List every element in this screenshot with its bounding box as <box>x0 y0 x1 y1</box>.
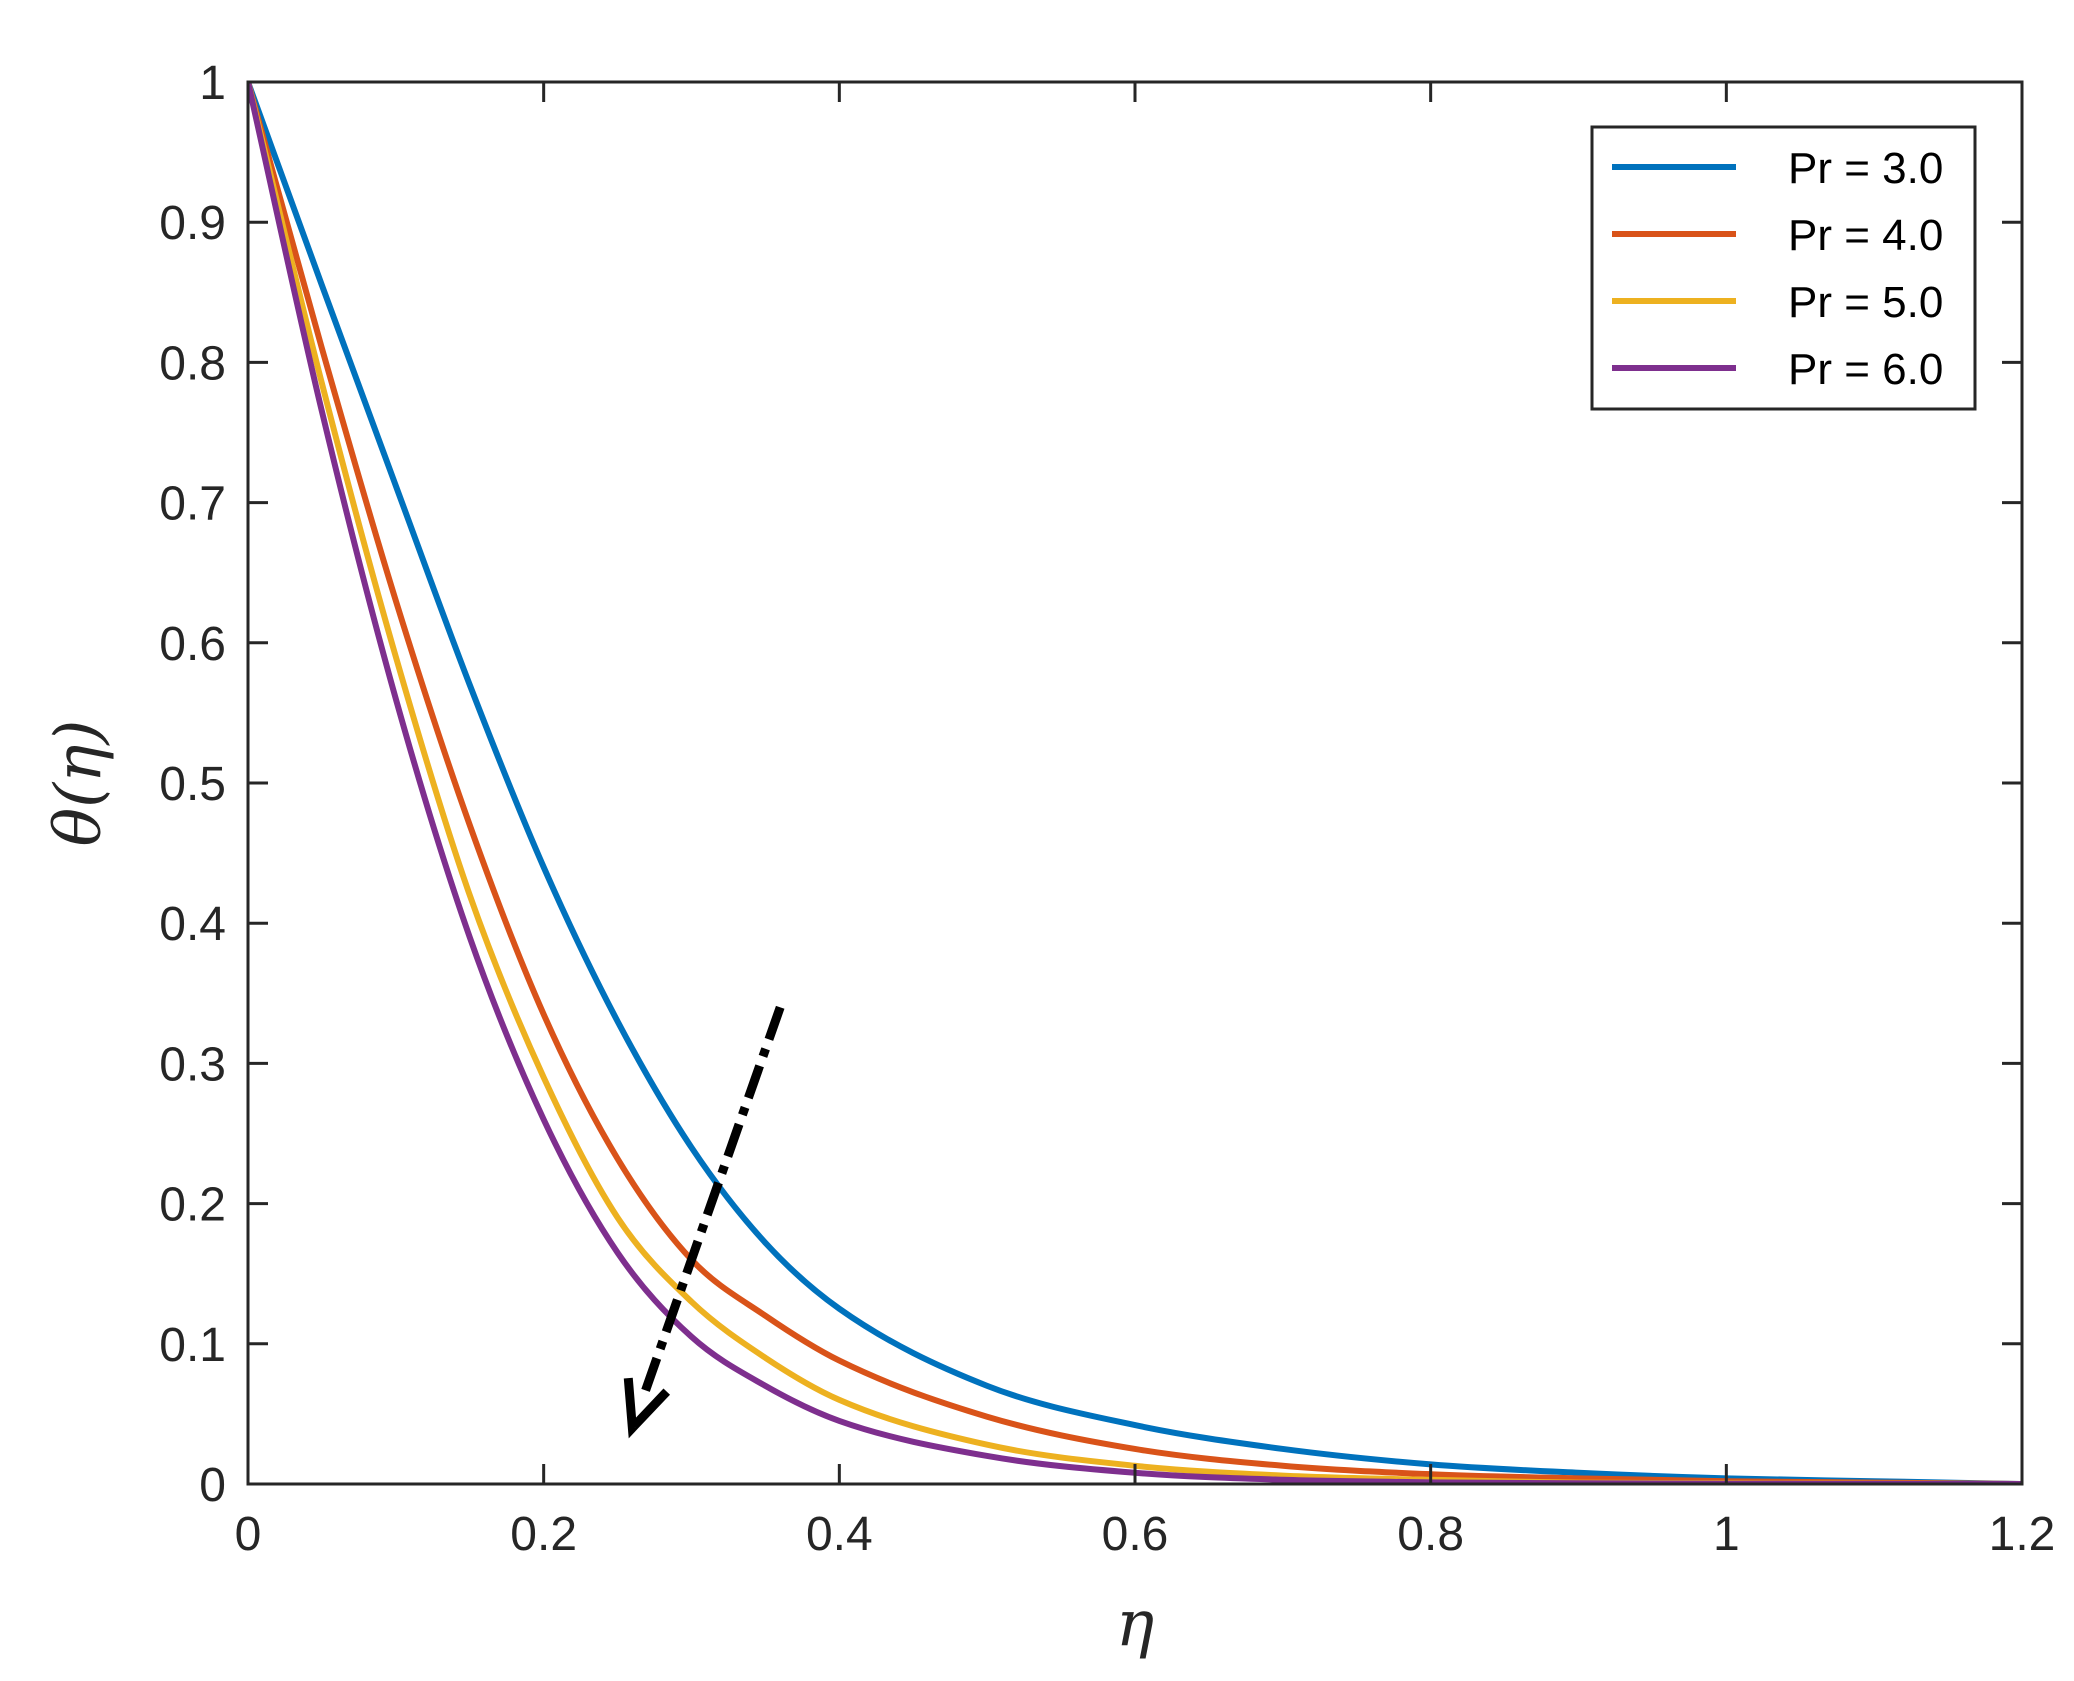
y-axis-label: θ(η) <box>42 720 116 847</box>
series-line-2 <box>248 82 2022 1484</box>
x-tick-label: 1 <box>1713 1508 1740 1561</box>
x-tick-label: 0.4 <box>806 1508 873 1561</box>
x-tick-label: 0.8 <box>1397 1508 1464 1561</box>
tick-layer <box>246 80 2024 1486</box>
y-tick-label: 0.8 <box>159 337 226 390</box>
y-tick-label: 0.1 <box>159 1319 226 1372</box>
y-tick-label: 0.4 <box>159 898 226 951</box>
x-tick-label: 0 <box>235 1508 262 1561</box>
legend-label-3: Pr = 5.0 <box>1788 278 1943 327</box>
legend-label-1: Pr = 3.0 <box>1788 144 1943 193</box>
legend: Pr = 3.0 Pr = 4.0 Pr = 5.0 Pr = 6.0 <box>1590 125 1977 411</box>
legend-label-2: Pr = 4.0 <box>1788 211 1943 260</box>
annotation-layer <box>623 1005 785 1439</box>
y-tick-label: 0.9 <box>159 197 226 250</box>
y-tick-label: 0.5 <box>159 758 226 811</box>
y-tick-label: 0.2 <box>159 1179 226 1232</box>
x-axis-label: η <box>1116 1587 1154 1661</box>
y-tick-label: 0.6 <box>159 618 226 671</box>
legend-box <box>1590 125 1977 411</box>
legend-label-4: Pr = 6.0 <box>1788 345 1943 394</box>
y-tick-label: 0 <box>199 1459 226 1512</box>
x-tick-label: 0.2 <box>510 1508 577 1561</box>
annotation-arrow-shaft <box>640 1005 785 1395</box>
x-tick-label: 0.6 <box>1102 1508 1169 1561</box>
annotation-arrow-head <box>623 1377 671 1439</box>
y-tick-label: 1 <box>199 57 226 110</box>
y-tick-label: 0.3 <box>159 1038 226 1091</box>
y-tick-label: 0.7 <box>159 478 226 531</box>
series-line-1 <box>248 82 2022 1484</box>
x-tick-labels: 0 0.2 0.4 0.6 0.8 1 1.2 <box>235 1508 2056 1561</box>
x-tick-label: 1.2 <box>1989 1508 2056 1561</box>
y-tick-labels: 0 0.1 0.2 0.3 0.4 0.5 0.6 0.7 0.8 0.9 1 <box>159 57 226 1512</box>
